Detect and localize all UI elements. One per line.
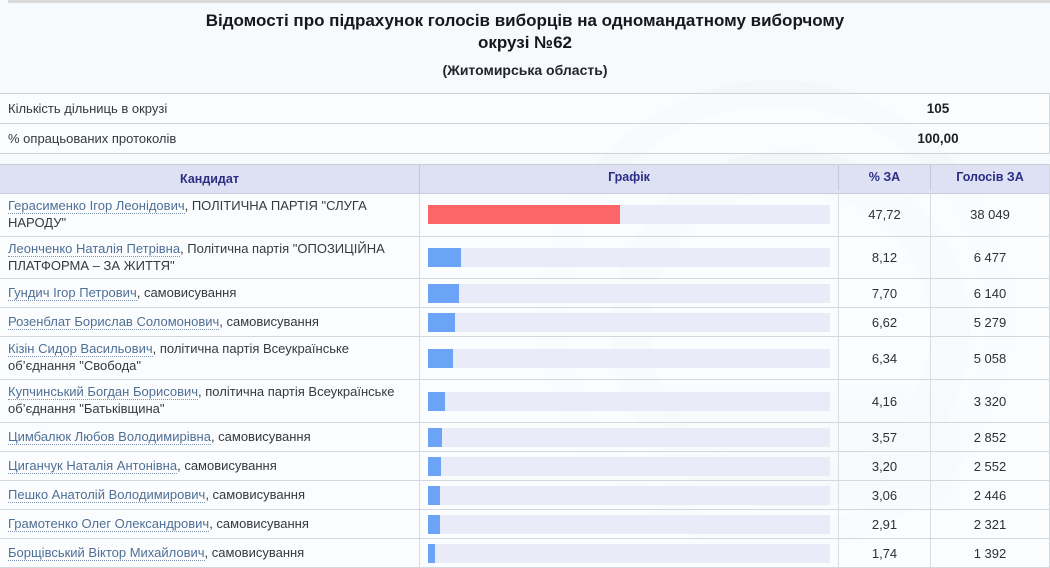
vote-bar-track <box>428 283 830 303</box>
votes-value: 2 852 <box>973 429 1007 445</box>
candidate-row: Цимбалюк Любов Володимирівна, самовисува… <box>0 423 1049 452</box>
votes-value: 2 321 <box>973 516 1007 532</box>
pct-value: 47,72 <box>839 193 931 236</box>
vote-bar-track <box>428 312 830 332</box>
candidate-row: Герасименко Ігор Леонідович, ПОЛІТИЧНА П… <box>0 193 1049 237</box>
votes-value: 5 279 <box>973 314 1007 330</box>
summary-label: Кількість дільниць в окрузі <box>8 100 168 116</box>
summary-row: Кількість дільниць в окрузі 105 <box>0 93 1049 124</box>
vote-bar <box>428 427 443 447</box>
vote-bar <box>428 485 441 505</box>
candidate-party: , політична партія Всеукраїнське об’єдна… <box>8 384 395 417</box>
candidate-party: , ПОЛІТИЧНА ПАРТІЯ "СЛУГА НАРОДУ" <box>8 197 367 230</box>
vote-bar <box>428 348 454 368</box>
candidate-row: Кізін Сидор Васильович, політична партія… <box>0 337 1049 381</box>
vote-bar <box>428 391 445 411</box>
vote-bar <box>428 543 435 563</box>
pct-value: 3,06 <box>839 481 931 509</box>
votes-value: 6 140 <box>973 285 1007 301</box>
candidate-row: Борщівський Віктор Михайлович, самовисув… <box>0 539 1049 568</box>
candidate-link[interactable]: Купчинський Богдан Борисович <box>8 384 199 401</box>
candidate-party: , політична партія Всеукраїнське об’єдна… <box>8 341 350 374</box>
column-header-graph: Графік <box>420 164 839 190</box>
vote-bar <box>428 248 461 268</box>
pct-value: 8,12 <box>839 236 931 279</box>
pct-value: 1,74 <box>839 539 931 567</box>
pct-value: 2,91 <box>839 510 931 538</box>
votes-value: 38 049 <box>970 207 1010 223</box>
votes-value: 6 477 <box>973 250 1007 266</box>
vote-bar-track <box>428 456 830 476</box>
vote-bar <box>428 312 455 332</box>
region-subtitle: (Житомирська область) <box>442 61 608 78</box>
candidate-row: Купчинський Богдан Борисович, політична … <box>0 380 1049 423</box>
candidate-party: , самовисування <box>210 428 311 444</box>
candidate-row: Грамотенко Олег Олександрович, самовисув… <box>0 510 1049 539</box>
votes-value: 5 058 <box>973 350 1007 366</box>
top-divider <box>8 0 1050 3</box>
results-rows: Герасименко Ігор Леонідович, ПОЛІТИЧНА П… <box>0 193 1049 568</box>
vote-bar-track <box>428 248 830 268</box>
candidate-link[interactable]: Грамотенко Олег Олександрович <box>8 515 210 532</box>
vote-bar <box>428 456 441 476</box>
candidate-party: , Політична партія "ОПОЗИЦІЙНА ПЛАТФОРМА… <box>8 240 385 273</box>
candidate-link[interactable]: Гундич Ігор Петрович <box>8 284 137 301</box>
candidate-party: , самовисування <box>219 313 319 329</box>
vote-bar <box>428 514 440 534</box>
candidate-party: , самовисування <box>205 486 305 502</box>
candidate-link[interactable]: Борщівський Віктор Михайлович <box>8 544 205 561</box>
page-title: Відомості про підрахунок голосів виборці… <box>205 11 845 53</box>
column-header-votes: Голосів ЗА <box>956 170 1024 185</box>
vote-bar <box>428 205 620 225</box>
votes-value: 1 392 <box>973 545 1007 561</box>
column-header-pct: % ЗА <box>839 164 931 190</box>
vote-bar-track <box>428 543 830 563</box>
summary-value: 100,00 <box>917 130 959 146</box>
summary-row: % опрацьованих протоколів 100,00 <box>0 123 1049 154</box>
votes-value: 2 552 <box>973 458 1007 474</box>
column-header-candidate: Кандидат <box>0 164 420 193</box>
candidate-row: Леонченко Наталія Петрівна, Політична па… <box>0 236 1049 280</box>
vote-bar-track <box>428 427 830 447</box>
candidate-row: Циганчук Наталія Антонівна, самовисуванн… <box>0 452 1049 481</box>
district-summary-table: Кількість дільниць в окрузі 105 % опраць… <box>0 92 1050 154</box>
results-table: Кандидат Графік % ЗА Голосів ЗА Герасиме… <box>0 163 1050 568</box>
vote-bar <box>428 283 459 303</box>
vote-bar-track <box>428 391 830 411</box>
votes-value: 3 320 <box>973 393 1007 409</box>
candidate-link[interactable]: Циганчук Наталія Антонівна <box>8 457 178 474</box>
pct-value: 3,20 <box>839 452 931 480</box>
candidate-row: Пешко Анатолій Володимирович, самовисува… <box>0 481 1049 510</box>
pct-value: 6,34 <box>839 337 931 380</box>
summary-label: % опрацьованих протоколів <box>8 130 177 146</box>
candidate-party: , самовисування <box>209 515 309 531</box>
candidate-row: Розенблат Борислав Соломонович, самовису… <box>0 308 1049 338</box>
candidate-link[interactable]: Цимбалюк Любов Володимирівна <box>8 428 211 445</box>
candidate-party: , самовисування <box>136 284 237 300</box>
candidate-party: , самовисування <box>204 544 305 560</box>
vote-bar-track <box>428 514 830 534</box>
pct-value: 6,62 <box>839 308 931 337</box>
candidate-link[interactable]: Герасименко Ігор Леонідович <box>8 197 185 214</box>
candidate-link[interactable]: Леонченко Наталія Петрівна <box>8 240 181 257</box>
summary-value: 105 <box>926 100 950 116</box>
pct-value: 3,57 <box>839 423 931 451</box>
vote-bar-track <box>428 205 830 225</box>
candidate-row: Гундич Ігор Петрович, самовисування 7,70 6… <box>0 279 1049 309</box>
pct-value: 4,16 <box>839 380 931 422</box>
candidate-link[interactable]: Пешко Анатолій Володимирович <box>8 486 206 503</box>
candidate-link[interactable]: Кізін Сидор Васильович <box>8 341 153 358</box>
vote-bar-track <box>428 348 830 368</box>
results-header-row: Кандидат Графік % ЗА Голосів ЗА <box>0 164 1049 194</box>
candidate-party: , самовисування <box>177 457 277 473</box>
votes-value: 2 446 <box>973 487 1007 503</box>
vote-bar-track <box>428 485 830 505</box>
candidate-link[interactable]: Розенблат Борислав Соломонович <box>8 313 220 330</box>
pct-value: 7,70 <box>839 279 931 308</box>
